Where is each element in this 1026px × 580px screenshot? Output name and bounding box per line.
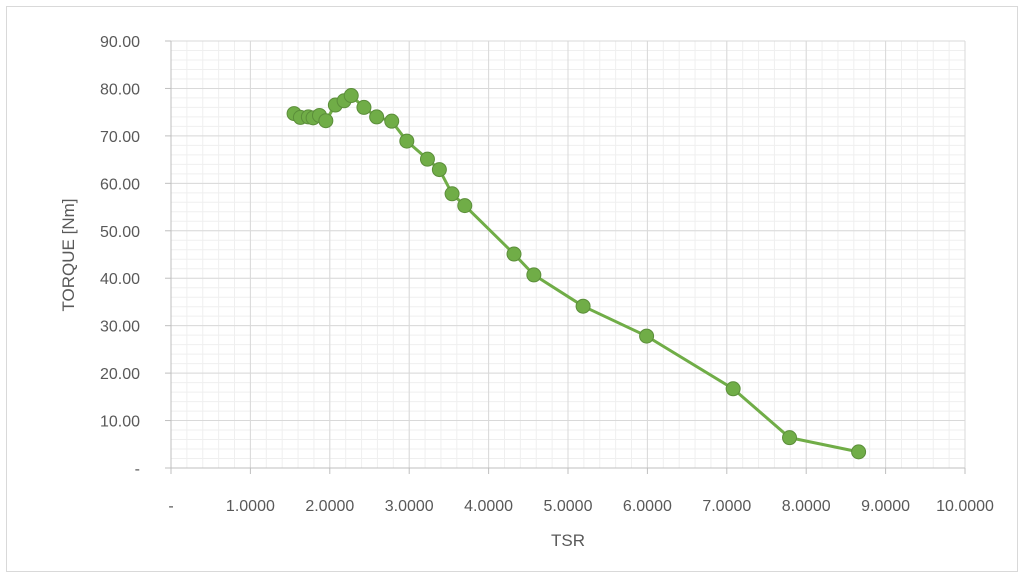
data-point	[639, 328, 655, 344]
data-point	[431, 162, 447, 178]
data-point	[725, 381, 741, 397]
x-tick-label: 9.0000	[861, 498, 910, 515]
x-tick-label: -	[168, 498, 173, 515]
x-tick-label: 10.0000	[936, 498, 994, 515]
x-tick-label: 2.0000	[305, 498, 354, 515]
x-tick-label: 4.0000	[464, 498, 513, 515]
x-tick-label: 3.0000	[385, 498, 434, 515]
y-tick-label: 70.00	[100, 129, 140, 146]
chart-area	[6, 6, 1018, 572]
data-point	[457, 198, 473, 214]
data-point	[575, 298, 591, 314]
y-tick-label: 60.00	[100, 176, 140, 193]
x-axis-tick-labels: - 1.0000 2.0000 3.0000 4.0000 5.0000 6.0000 7.0…	[168, 498, 994, 515]
x-tick-label: 1.0000	[226, 498, 275, 515]
x-tick-label: 6.0000	[623, 498, 672, 515]
y-axis-title: TORQUE [Nm]	[59, 198, 78, 311]
x-tick-label: 5.0000	[544, 498, 593, 515]
data-point	[506, 246, 522, 262]
data-point	[399, 133, 415, 149]
series-torque	[286, 88, 867, 460]
y-tick-label: 20.00	[100, 366, 140, 383]
y-tick-label: 80.00	[100, 81, 140, 98]
major-gridlines	[170, 40, 966, 469]
y-tick-label: -	[135, 461, 140, 478]
data-point	[851, 444, 867, 460]
series-line	[293, 94, 859, 454]
x-axis-title: TSR	[551, 531, 585, 550]
x-tick-label: 8.0000	[782, 498, 831, 515]
data-point	[782, 430, 798, 446]
x-tick-label: 7.0000	[702, 498, 751, 515]
y-tick-label: 30.00	[100, 319, 140, 336]
y-tick-label: 40.00	[100, 271, 140, 288]
y-tick-label: 10.00	[100, 414, 140, 431]
axes	[165, 40, 966, 474]
y-axis-tick-labels: - 10.00 20.00 30.00 40.00 50.00 60.00 70.00 80.0…	[100, 34, 140, 478]
data-point	[526, 267, 542, 283]
data-point	[356, 99, 372, 115]
data-point	[369, 109, 385, 125]
data-point	[318, 113, 334, 129]
data-point	[384, 113, 400, 129]
data-point	[343, 88, 359, 104]
data-point	[419, 151, 435, 167]
data-point	[444, 186, 460, 202]
y-tick-label: 90.00	[100, 34, 140, 51]
y-tick-label: 50.00	[100, 224, 140, 241]
